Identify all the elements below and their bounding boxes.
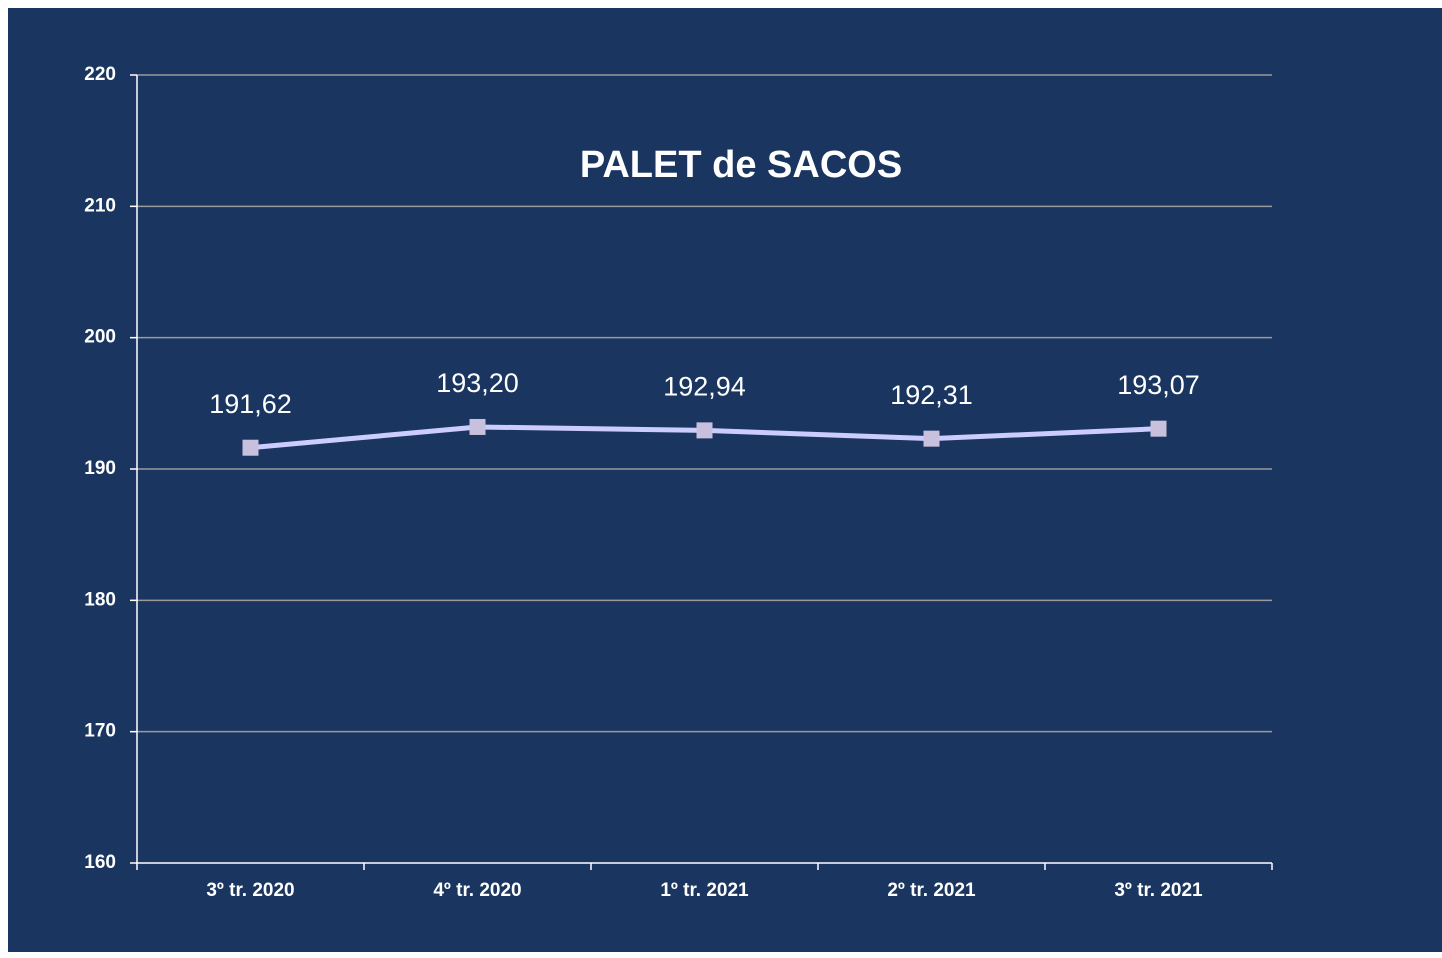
data-label: 192,94 xyxy=(663,372,746,402)
data-label: 191,62 xyxy=(209,389,292,419)
y-tick-label: 210 xyxy=(84,195,116,216)
chart-title: PALET de SACOS xyxy=(580,144,902,186)
data-label: 192,31 xyxy=(890,380,973,410)
x-tick-label: 4º tr. 2020 xyxy=(433,880,521,901)
x-tick-label: 3º tr. 2020 xyxy=(206,880,294,901)
y-tick-label: 180 xyxy=(84,589,116,610)
y-tick-label: 160 xyxy=(84,852,116,873)
data-label: 193,07 xyxy=(1117,370,1200,400)
chart-background xyxy=(8,8,1442,952)
data-point xyxy=(1150,420,1167,437)
y-tick-label: 190 xyxy=(84,458,116,479)
data-point xyxy=(469,418,486,435)
data-point xyxy=(923,430,940,447)
x-tick-label: 2º tr. 2021 xyxy=(887,880,976,901)
x-tick-label: 1º tr. 2021 xyxy=(660,880,749,901)
data-point xyxy=(696,422,713,439)
data-label: 193,20 xyxy=(436,368,519,398)
data-point xyxy=(242,439,259,456)
y-tick-label: 220 xyxy=(84,64,116,85)
x-tick-label: 3º tr. 2021 xyxy=(1114,880,1203,901)
y-tick-label: 170 xyxy=(84,721,116,742)
y-tick-label: 200 xyxy=(84,327,116,348)
